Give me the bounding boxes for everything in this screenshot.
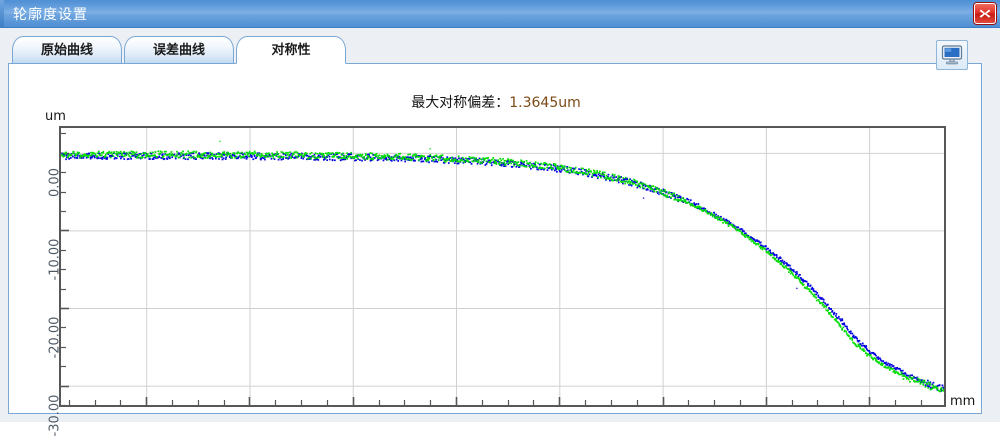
profile-settings-window: 轮廓度设置 原始曲线 误差曲线 对称性: [0, 0, 1000, 422]
client-area: 原始曲线 误差曲线 对称性 最大对称偏差：1.3645um: [0, 28, 1000, 422]
display-button[interactable]: [936, 40, 968, 70]
close-icon: [978, 7, 992, 20]
tab-original-curve[interactable]: 原始曲线: [12, 36, 122, 64]
symmetry-chart: um mm 0.00-10.00-20.00-30.00 2.0004.0006…: [9, 64, 983, 415]
content-panel: 最大对称偏差：1.3645um um mm 0.00-10.00-20.00-3…: [8, 63, 982, 414]
titlebar-accent: [0, 0, 4, 28]
tab-symmetry[interactable]: 对称性: [236, 36, 346, 64]
close-button[interactable]: [974, 3, 996, 24]
tab-original-curve-label: 原始曲线: [41, 43, 93, 58]
tab-symmetry-label: 对称性: [271, 43, 310, 58]
x-axis-unit-label: mm: [950, 394, 975, 409]
window-titlebar: 轮廓度设置: [0, 0, 1000, 28]
plot-svg: [61, 128, 944, 405]
tab-error-curve[interactable]: 误差曲线: [124, 36, 234, 64]
monitor-icon: [940, 44, 964, 66]
tabstrip: 原始曲线 误差曲线 对称性: [8, 36, 982, 64]
tab-error-curve-label: 误差曲线: [153, 43, 205, 58]
data-series: [61, 141, 944, 393]
gridlines: [61, 128, 944, 405]
window-title: 轮廓度设置: [13, 4, 88, 24]
y-axis-unit-label: um: [45, 109, 66, 124]
plot-area: [59, 126, 946, 407]
